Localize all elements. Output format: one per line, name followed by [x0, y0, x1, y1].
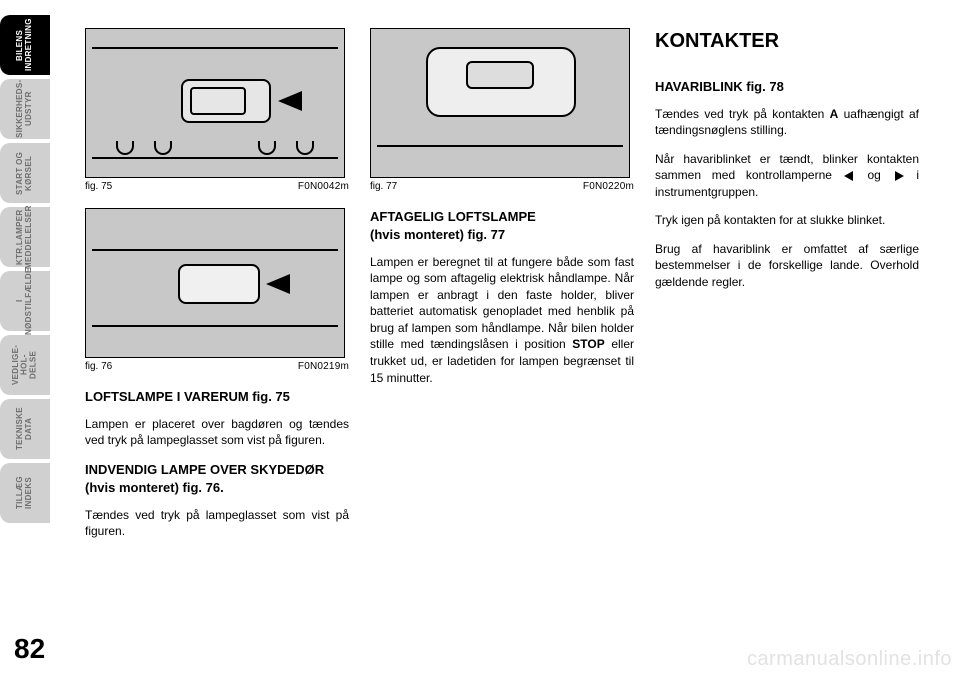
figure-76-caption: fig. 76	[85, 360, 112, 374]
figure-77-caption: fig. 77	[370, 180, 397, 194]
para-indvendig-lampe: Tændes ved tryk på lampeglasset som vist…	[85, 507, 349, 540]
para-havariblink-2: Når havariblinket er tændt, blinker kont…	[655, 151, 919, 201]
figure-75-code: F0N0042m	[298, 180, 349, 194]
para-havariblink-1: Tændes ved tryk på kontakten A uafhængig…	[655, 106, 919, 139]
tab-start-og-koersel[interactable]: START OGKØRSEL	[0, 143, 50, 203]
para-hb2-b: og	[857, 168, 892, 182]
figure-75-caption-row: fig. 75 F0N0042m	[85, 180, 349, 194]
heading-aftagelig-line1: AFTAGELIG LOFTSLAMPE	[370, 209, 536, 224]
para-havariblink-3: Tryk igen på kontakten for at slukke bli…	[655, 212, 919, 229]
figure-76-caption-row: fig. 76 F0N0219m	[85, 360, 349, 374]
heading-loftslampe-varerum: LOFTSLAMPE I VARERUM fig. 75	[85, 388, 349, 406]
column-3: KONTAKTER HAVARIBLINK fig. 78 Tændes ved…	[655, 28, 919, 302]
text-stop: STOP	[572, 337, 604, 351]
watermark: carmanualsonline.info	[747, 648, 952, 671]
figure-75-caption: fig. 75	[85, 180, 112, 194]
tab-sikkerhedsudstyr[interactable]: SIKKERHEDS-UDSTYR	[0, 79, 50, 139]
para-loftslampe-varerum: Lampen er placeret over bagdøren og tænd…	[85, 416, 349, 449]
para-hb1-a: Tændes ved tryk på kontakten	[655, 107, 830, 121]
figure-76	[85, 208, 345, 358]
tab-tekniske-data[interactable]: TEKNISKE DATA	[0, 399, 50, 459]
heading-indvendig-lampe: INDVENDIG LAMPE OVER SKYDEDØR (hvis mont…	[85, 461, 349, 497]
section-tabs: BILENSINDRETNING SIKKERHEDS-UDSTYR START…	[0, 15, 50, 527]
column-1: fig. 75 F0N0042m fig. 76 F0N0219m LOFTSL…	[85, 28, 349, 552]
page-number: 82	[14, 633, 45, 665]
figure-75	[85, 28, 345, 178]
figure-77-caption-row: fig. 77 F0N0220m	[370, 180, 634, 194]
text-letter-a: A	[830, 107, 839, 121]
figure-77-code: F0N0220m	[583, 180, 634, 194]
figure-77	[370, 28, 630, 178]
tab-noedstilfaelde[interactable]: INØDSTILFÆLDE	[0, 271, 50, 331]
figure-76-code: F0N0219m	[298, 360, 349, 374]
para-aftagelig-loftslampe: Lampen er beregnet til at fungere både s…	[370, 254, 634, 386]
page-title-kontakter: KONTAKTER	[655, 28, 919, 56]
tab-vedligeholdelse[interactable]: VEDLIGE-HOL-DELSE	[0, 335, 50, 395]
para-havariblink-4: Brug af havariblink er omfattet af særli…	[655, 241, 919, 291]
heading-aftagelig-loftslampe: AFTAGELIG LOFTSLAMPE (hvis monteret) fig…	[370, 208, 634, 244]
heading-aftagelig-line2: (hvis monteret) fig. 77	[370, 227, 505, 242]
indicator-left-icon	[844, 171, 856, 181]
tab-tillaeg-indeks[interactable]: TILLÆGINDEKS	[0, 463, 50, 523]
tab-ktr-lamper[interactable]: KTR.LAMPERMEDDELELSER	[0, 207, 50, 267]
column-2: fig. 77 F0N0220m AFTAGELIG LOFTSLAMPE (h…	[370, 28, 634, 398]
tab-bilens-indretning[interactable]: BILENSINDRETNING	[0, 15, 50, 75]
indicator-right-icon	[893, 171, 905, 181]
heading-havariblink: HAVARIBLINK fig. 78	[655, 78, 919, 96]
